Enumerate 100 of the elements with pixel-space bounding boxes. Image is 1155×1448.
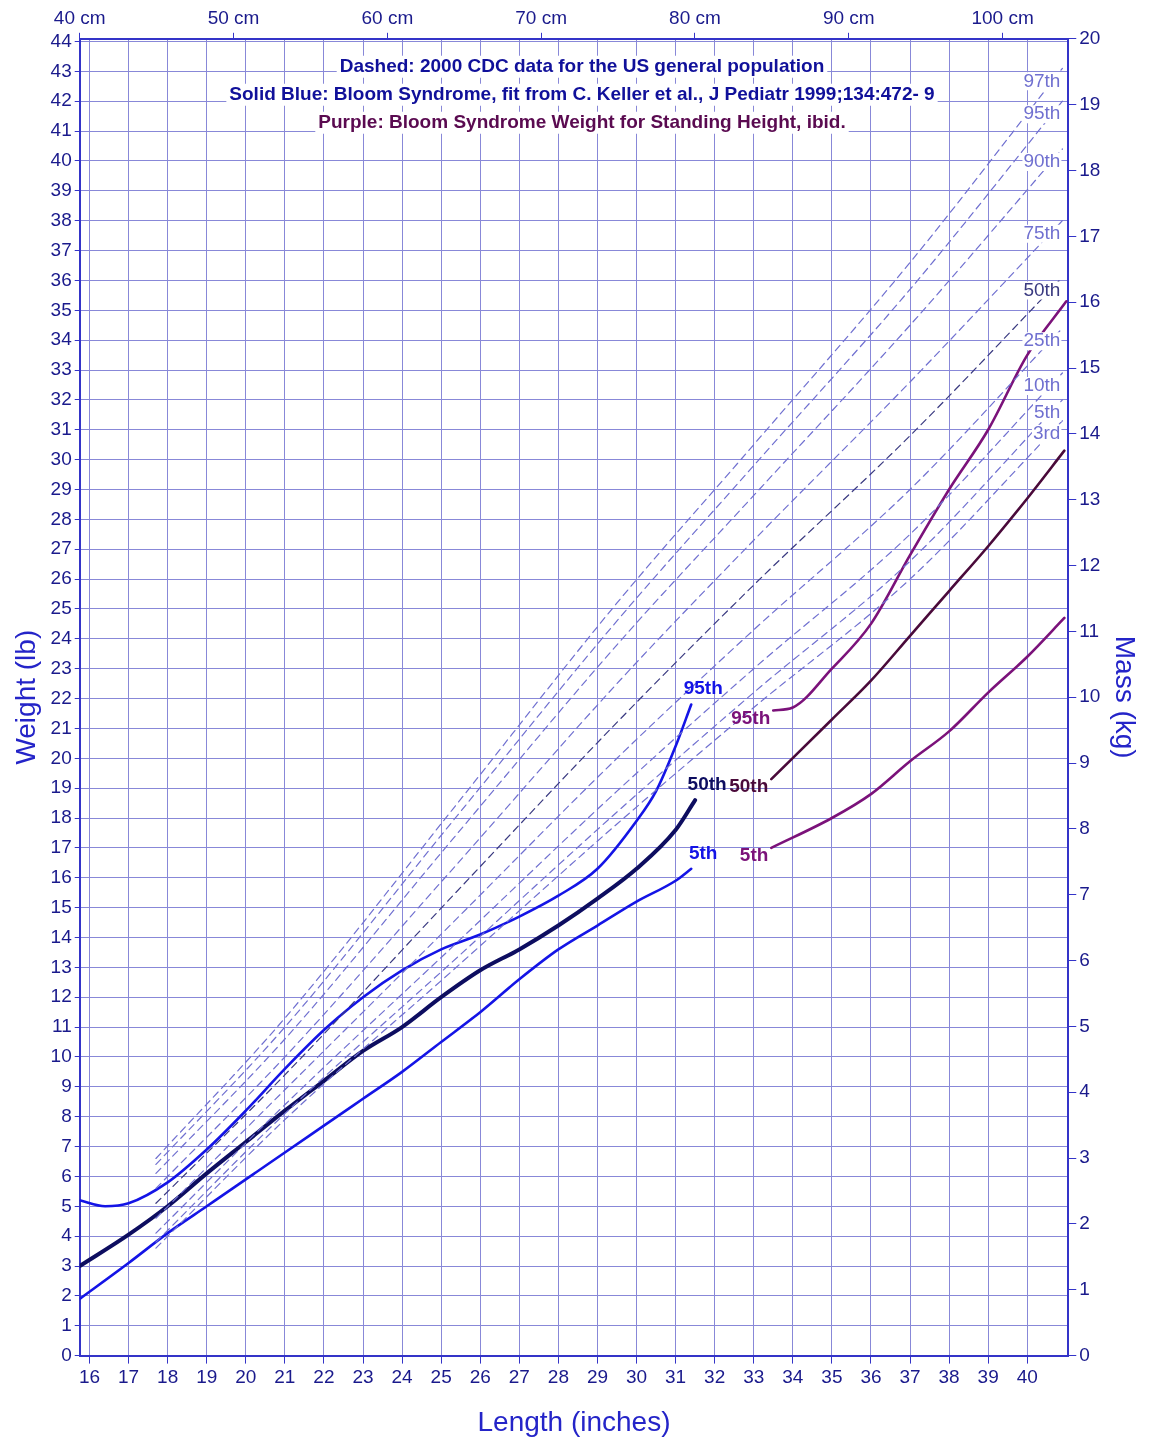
annotation: Solid Blue: Bloom Syndrome, fit from C. Keller et al., J Pediatr 1999;134:472- 9 xyxy=(229,83,935,105)
x2-tick-label: 90 cm xyxy=(822,6,875,28)
y2-tick-label: 9 xyxy=(1079,751,1090,773)
y2-tick-label: 11 xyxy=(1079,619,1099,641)
line-series xyxy=(771,300,1068,712)
y-tick-label: 10 xyxy=(50,1045,72,1067)
y2-tick-label: 7 xyxy=(1079,882,1090,904)
y-tick-label: 20 xyxy=(50,746,72,768)
x-tick-label: 36 xyxy=(860,1366,882,1388)
y-tick-label: 31 xyxy=(50,417,72,439)
y2-tick-label: 16 xyxy=(1079,290,1101,312)
x2-tick-label: 70 cm xyxy=(515,6,568,28)
x-tick-label: 39 xyxy=(977,1366,999,1388)
line-series xyxy=(770,449,1066,781)
y2-tick-label: 3 xyxy=(1079,1146,1090,1168)
y2-tick-label: 5 xyxy=(1079,1014,1090,1036)
x-tick-label: 22 xyxy=(313,1366,335,1388)
y-tick-label: 7 xyxy=(61,1134,72,1156)
y-tick-label: 29 xyxy=(50,477,72,499)
y-tick-label: 4 xyxy=(61,1224,73,1246)
y2-tick-label: 13 xyxy=(1079,487,1101,509)
x-tick-label: 26 xyxy=(469,1366,491,1388)
x2-tick-label: 50 cm xyxy=(207,6,260,28)
y-tick-label: 25 xyxy=(50,597,72,619)
series-label: 3rd xyxy=(1032,422,1061,444)
x-tick-label: 17 xyxy=(118,1366,140,1388)
y-tick-label: 35 xyxy=(50,298,72,320)
y-tick-label: 41 xyxy=(50,119,72,141)
y-tick-label: 6 xyxy=(61,1164,72,1186)
x-tick-label: 28 xyxy=(547,1366,569,1388)
y2-tick-label: 12 xyxy=(1079,553,1101,575)
y-tick-label: 21 xyxy=(50,716,72,738)
y-tick-label: 37 xyxy=(50,238,72,260)
y-tick-label: 0 xyxy=(61,1343,72,1365)
x-tick-label: 31 xyxy=(665,1366,687,1388)
y-tick-label: 11 xyxy=(52,1015,72,1037)
y-tick-label: 5 xyxy=(61,1194,72,1216)
y-tick-label: 23 xyxy=(50,656,72,678)
y2-tick-label: 2 xyxy=(1079,1212,1090,1234)
series-label: 95th xyxy=(1023,102,1061,124)
x-tick-label: 29 xyxy=(586,1366,609,1388)
annotation: Dashed: 2000 CDC data for the US general population xyxy=(339,55,825,77)
y2-tick-label: 15 xyxy=(1079,356,1101,378)
x2-tick-label: 80 cm xyxy=(669,6,721,28)
series-label: 10th xyxy=(1023,374,1061,396)
y2-tick-label: 18 xyxy=(1079,158,1101,180)
line-series xyxy=(770,616,1066,850)
y2-tick-label: 6 xyxy=(1079,948,1090,970)
series-label: 25th xyxy=(1023,329,1061,351)
y-tick-label: 8 xyxy=(61,1104,72,1126)
y2-tick-label: 10 xyxy=(1079,685,1101,707)
y-axis-title: Weight (lb) xyxy=(9,629,41,765)
y-tick-label: 18 xyxy=(50,806,72,828)
y-tick-label: 34 xyxy=(50,328,73,350)
y-tick-label: 39 xyxy=(50,179,72,201)
y-tick-label: 28 xyxy=(50,507,72,529)
y2-tick-label: 19 xyxy=(1079,92,1101,114)
y-tick-label: 2 xyxy=(61,1284,72,1306)
y-tick-label: 38 xyxy=(50,208,72,230)
y-tick-label: 32 xyxy=(50,388,72,410)
x-tick-label: 37 xyxy=(899,1366,921,1388)
y2-tick-label: 17 xyxy=(1079,224,1101,246)
y-tick-label: 36 xyxy=(50,268,72,290)
series-label: 95th xyxy=(731,706,771,728)
x-tick-label: 16 xyxy=(78,1366,101,1388)
y-tick-label: 33 xyxy=(50,358,72,380)
y-tick-label: 17 xyxy=(50,836,72,858)
series-label: 50th xyxy=(729,775,769,797)
series-label: 95th xyxy=(683,677,723,699)
x-tick-label: 27 xyxy=(508,1366,530,1388)
y2-axis-title: Mass (kg) xyxy=(1110,635,1142,759)
y-tick-label: 14 xyxy=(50,925,73,947)
series-label: 5th xyxy=(1033,401,1061,423)
y2-tick-label: 0 xyxy=(1079,1343,1090,1365)
x-tick-label: 18 xyxy=(157,1366,179,1388)
y2-tick-label: 20 xyxy=(1079,27,1101,49)
y-tick-label: 22 xyxy=(50,686,72,708)
y-tick-label: 24 xyxy=(50,627,73,649)
x2-tick-label: 100 cm xyxy=(971,6,1034,28)
y2-tick-label: 14 xyxy=(1079,422,1101,444)
x-tick-label: 35 xyxy=(821,1366,843,1388)
x-tick-label: 33 xyxy=(743,1366,765,1388)
x2-tick-label: 60 cm xyxy=(361,6,414,28)
y2-tick-label: 4 xyxy=(1079,1080,1091,1102)
series-label: 5th xyxy=(688,841,718,863)
y-tick-label: 40 xyxy=(50,149,72,171)
y-tick-label: 3 xyxy=(61,1254,72,1276)
series-label: 50th xyxy=(1023,278,1061,300)
y-tick-label: 30 xyxy=(50,447,72,469)
series-label: 5th xyxy=(739,844,769,866)
x-tick-label: 20 xyxy=(235,1366,257,1388)
y-tick-label: 15 xyxy=(50,895,72,917)
y2-tick-label: 8 xyxy=(1079,817,1090,839)
y-tick-label: 26 xyxy=(50,567,72,589)
x-tick-label: 25 xyxy=(430,1366,452,1388)
y-tick-label: 42 xyxy=(50,89,72,111)
y-tick-label: 13 xyxy=(50,955,72,977)
x-tick-label: 40 xyxy=(1016,1366,1038,1388)
annotation: Purple: Bloom Syndrome Weight for Standing Height, ibid. xyxy=(318,111,846,133)
x-tick-label: 32 xyxy=(704,1366,726,1388)
